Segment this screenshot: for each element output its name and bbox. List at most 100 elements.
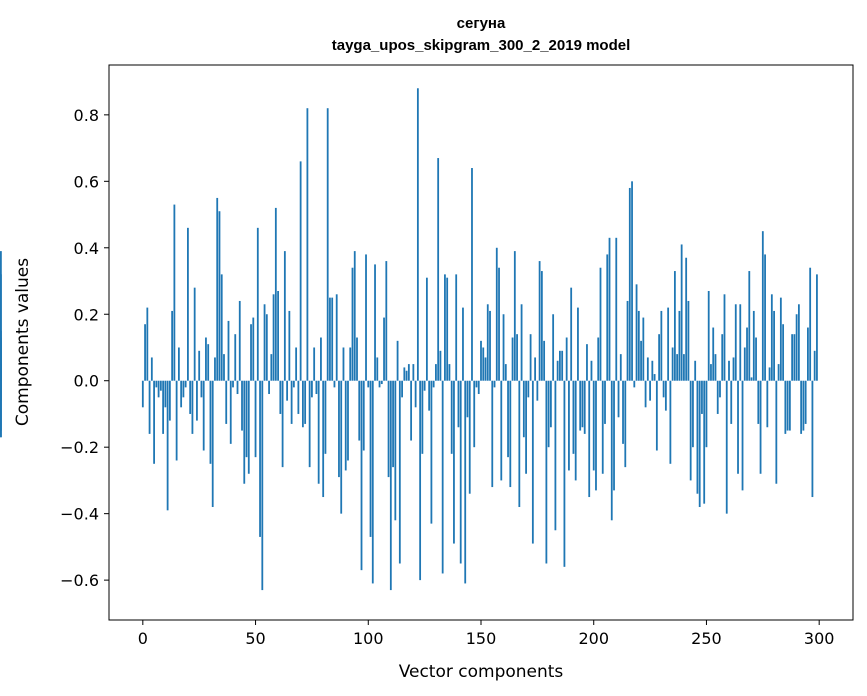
bar	[565, 337, 568, 381]
bar	[324, 380, 327, 454]
bar	[340, 380, 343, 514]
bar	[779, 297, 782, 381]
bar	[412, 364, 415, 381]
bar	[288, 310, 291, 381]
y-tick-label: −0.6	[60, 571, 99, 590]
bar	[295, 347, 298, 381]
bar	[721, 334, 724, 381]
bar	[464, 380, 467, 584]
bar	[714, 354, 717, 381]
bar	[712, 327, 715, 381]
bar	[425, 277, 428, 381]
bar	[637, 310, 640, 381]
bar	[394, 380, 397, 521]
bar	[800, 380, 803, 434]
bar	[692, 380, 694, 448]
bar	[601, 380, 604, 474]
bar	[752, 310, 755, 381]
bar	[522, 380, 525, 438]
bar	[592, 380, 595, 471]
bar	[419, 380, 422, 581]
bar	[642, 317, 645, 381]
bar	[725, 380, 728, 514]
bar	[353, 251, 356, 381]
bar	[380, 380, 383, 385]
bar	[529, 334, 532, 381]
bar	[182, 380, 185, 398]
bar	[502, 314, 505, 381]
bar	[658, 334, 661, 381]
y-axis-ticks: −0.6 −0.4 −0.2 0.0 0.2 0.4 0.6 0.8	[60, 106, 109, 590]
bar	[710, 364, 712, 381]
bar	[644, 380, 647, 408]
bar	[595, 380, 597, 491]
chart-title-line1: сегуна	[457, 15, 506, 32]
bar	[306, 108, 309, 381]
bar	[362, 380, 365, 451]
bar	[687, 300, 690, 381]
bar	[0, 274, 2, 381]
x-tick-label: 100	[353, 629, 384, 648]
chart-title-line2: tayga_upos_skipgram_300_2_2019 model	[332, 37, 631, 54]
bar	[247, 380, 250, 474]
bar	[202, 380, 205, 451]
bar	[809, 267, 812, 381]
bar	[351, 267, 354, 381]
bar	[606, 254, 609, 381]
bar	[552, 314, 555, 381]
bar	[177, 347, 180, 381]
bar	[439, 350, 442, 381]
bar	[360, 380, 363, 571]
bar	[173, 204, 176, 381]
bar	[254, 380, 257, 458]
bar	[561, 350, 564, 381]
bar	[588, 380, 591, 498]
bar	[746, 327, 748, 381]
bar	[597, 337, 600, 381]
bar	[507, 380, 509, 458]
bar	[241, 380, 243, 431]
bar	[662, 380, 665, 398]
bar	[570, 287, 573, 381]
bar	[155, 380, 158, 388]
y-tick-label: 0.2	[74, 305, 99, 324]
bar	[728, 360, 730, 381]
bar	[619, 354, 622, 381]
bar	[466, 380, 469, 418]
bar	[667, 307, 670, 381]
bar	[207, 344, 210, 381]
x-tick-label: 250	[691, 629, 722, 648]
bar	[563, 380, 566, 567]
bar	[480, 340, 482, 381]
bar	[773, 310, 775, 381]
bar	[457, 380, 460, 428]
bar	[389, 380, 392, 591]
bar	[356, 337, 358, 381]
bar	[624, 380, 627, 468]
bar	[622, 380, 624, 444]
bar	[270, 354, 273, 381]
bar	[473, 380, 476, 448]
bar	[184, 380, 187, 388]
bar	[205, 337, 207, 381]
bar	[631, 181, 633, 381]
bar	[653, 374, 656, 381]
bar	[545, 380, 548, 564]
bar	[444, 274, 446, 381]
bar	[292, 380, 295, 388]
bar	[475, 380, 478, 388]
bar	[608, 237, 611, 381]
bar	[180, 380, 183, 408]
bar	[568, 380, 570, 471]
bar	[150, 357, 153, 381]
bar	[385, 261, 388, 381]
bar	[223, 354, 225, 381]
bar	[322, 380, 325, 498]
bar	[272, 294, 275, 381]
bar	[369, 380, 372, 537]
bar	[604, 380, 606, 424]
bar	[315, 380, 318, 395]
bar	[804, 380, 807, 424]
bar	[317, 380, 320, 484]
bar	[374, 264, 376, 381]
